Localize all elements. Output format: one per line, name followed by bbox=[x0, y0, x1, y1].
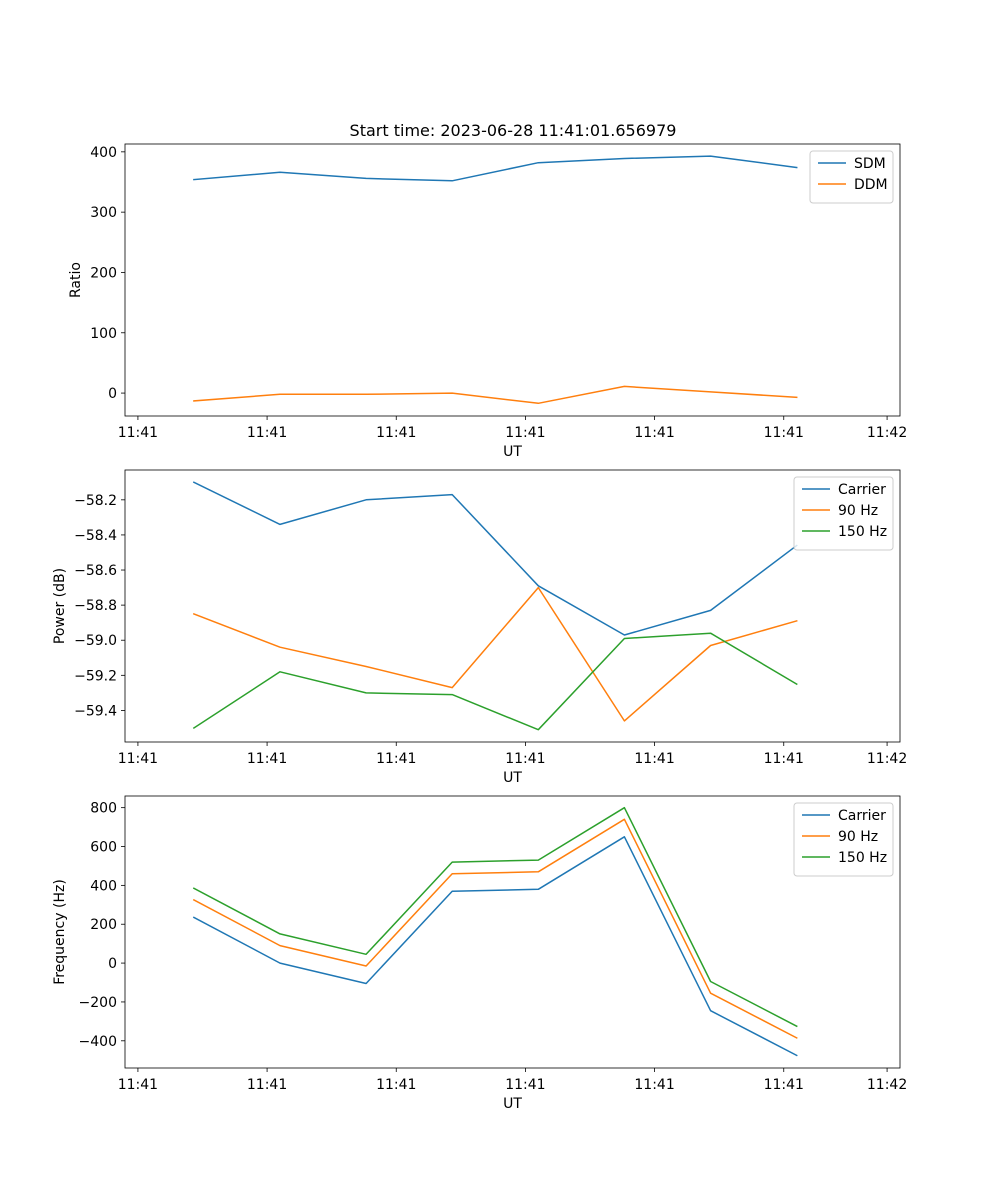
y-tick-label: 600 bbox=[90, 840, 117, 856]
y-tick-label: −58.4 bbox=[74, 528, 117, 544]
x-tick-label: 11:41 bbox=[505, 751, 545, 767]
series-line-90-hz bbox=[192, 586, 798, 722]
y-tick-label: −58.6 bbox=[74, 563, 117, 579]
y-tick-label: 300 bbox=[90, 205, 117, 221]
x-tick-label: 11:42 bbox=[867, 751, 907, 767]
x-tick-label: 11:41 bbox=[247, 751, 287, 767]
y-tick-label: 800 bbox=[90, 801, 117, 817]
legend-label: 90 Hz bbox=[838, 503, 878, 519]
legend-label: 150 Hz bbox=[838, 850, 887, 866]
frequency-subplot: 11:41 11:41 11:41 11:41 11:41 11:41 11:42 −400 −… bbox=[52, 795, 907, 1112]
series-line-ddm bbox=[193, 385, 798, 405]
figure-title: Start time: 2023-06-28 11:41:01.656979 bbox=[350, 121, 677, 140]
y-axis-label: Power (dB) bbox=[52, 568, 68, 644]
x-axis-label: UT bbox=[503, 770, 522, 786]
legend-label: 150 Hz bbox=[838, 524, 887, 540]
x-axis-label: UT bbox=[503, 444, 522, 460]
series-line-90-hz bbox=[192, 818, 798, 1039]
y-axis-label: Frequency (Hz) bbox=[52, 879, 68, 985]
y-tick-label: 0 bbox=[108, 956, 117, 972]
x-tick-label: 11:41 bbox=[764, 1077, 804, 1093]
series-line-carrier bbox=[192, 481, 798, 636]
legend-label: SDM bbox=[854, 156, 886, 172]
x-tick-label: 11:41 bbox=[634, 425, 674, 441]
x-tick-label: 11:41 bbox=[247, 1077, 287, 1093]
legend-label: Carrier bbox=[838, 808, 886, 824]
x-tick-label: 11:42 bbox=[867, 1077, 907, 1093]
x-tick-label: 11:42 bbox=[867, 425, 907, 441]
y-tick-label: 200 bbox=[90, 917, 117, 933]
x-tick-label: 11:41 bbox=[376, 1077, 416, 1093]
axes-frame bbox=[124, 143, 901, 417]
x-tick-label: 11:41 bbox=[505, 1077, 545, 1093]
series-line-150-hz bbox=[192, 806, 798, 1028]
y-tick-label: −59.2 bbox=[74, 668, 117, 684]
x-tick-label: 11:41 bbox=[118, 1077, 158, 1093]
legend-label: Carrier bbox=[838, 482, 886, 498]
y-tick-label: −200 bbox=[79, 995, 117, 1011]
y-tick-label: 400 bbox=[90, 878, 117, 894]
y-tick-label: −58.8 bbox=[74, 598, 117, 614]
y-tick-label: 400 bbox=[90, 145, 117, 161]
y-tick-label: 200 bbox=[90, 265, 117, 281]
legend: Carrier 90 Hz 150 Hz bbox=[793, 476, 894, 551]
ratio-subplot: 11:41 11:41 11:41 11:41 11:41 11:41 11:42 0 100 2… bbox=[68, 143, 907, 460]
y-tick-label: −59.0 bbox=[74, 633, 117, 649]
x-tick-label: 11:41 bbox=[764, 425, 804, 441]
legend: SDM DDM bbox=[809, 150, 894, 204]
y-tick-label: −58.2 bbox=[74, 493, 117, 509]
series-line-150-hz bbox=[192, 632, 798, 731]
x-tick-label: 11:41 bbox=[634, 1077, 674, 1093]
x-axis-label: UT bbox=[503, 1096, 522, 1112]
legend-label: 90 Hz bbox=[838, 829, 878, 845]
y-tick-label: 0 bbox=[108, 386, 117, 402]
x-tick-label: 11:41 bbox=[505, 425, 545, 441]
x-tick-label: 11:41 bbox=[118, 425, 158, 441]
x-tick-label: 11:41 bbox=[764, 751, 804, 767]
y-tick-label: 100 bbox=[90, 326, 117, 342]
y-tick-label: −59.4 bbox=[74, 703, 117, 719]
power-subplot: 11:41 11:41 11:41 11:41 11:41 11:41 11:42 −59.4… bbox=[52, 469, 907, 786]
series-line-sdm bbox=[193, 155, 798, 182]
x-tick-label: 11:41 bbox=[376, 425, 416, 441]
legend-label: DDM bbox=[854, 177, 888, 193]
series-line-carrier bbox=[192, 836, 798, 1057]
axes-frame bbox=[124, 469, 901, 743]
x-tick-label: 11:41 bbox=[247, 425, 287, 441]
y-tick-label: −400 bbox=[79, 1034, 117, 1050]
x-tick-label: 11:41 bbox=[118, 751, 158, 767]
x-tick-label: 11:41 bbox=[376, 751, 416, 767]
legend: Carrier 90 Hz 150 Hz bbox=[793, 802, 894, 877]
x-tick-label: 11:41 bbox=[634, 751, 674, 767]
y-axis-label: Ratio bbox=[68, 262, 84, 298]
axes-frame bbox=[124, 795, 901, 1069]
